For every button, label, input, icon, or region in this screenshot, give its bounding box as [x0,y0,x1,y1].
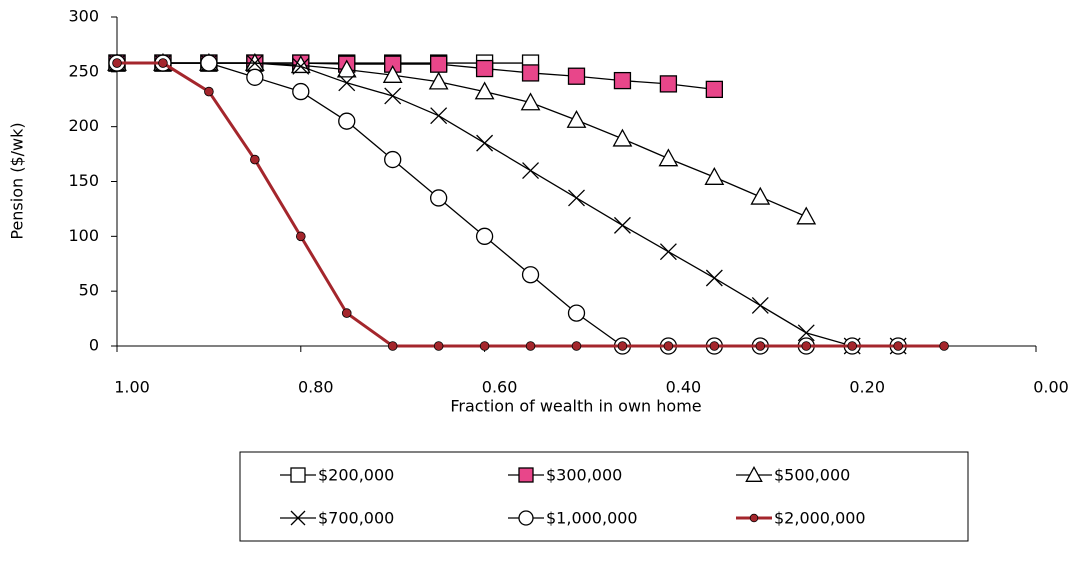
marker [475,227,494,245]
marker [429,189,448,207]
marker [382,64,403,83]
legend-label: $2,000,000 [774,509,866,528]
marker [659,75,678,93]
marker [246,54,264,72]
x-axis-title: Fraction of wealth in own home [450,397,701,416]
marker [567,67,586,85]
y-tick-label: 50 [79,281,99,300]
marker [246,68,264,86]
marker [796,206,817,225]
marker [336,59,357,78]
marker [663,341,674,351]
marker [613,216,631,234]
marker [520,92,541,111]
marker [430,107,448,125]
marker [704,166,725,185]
marker [612,128,633,147]
x-tick-label: 0.20 [849,378,885,397]
marker [204,86,214,97]
legend-marker [290,510,306,526]
marker [158,58,168,68]
marker [705,269,723,287]
marker [250,154,260,165]
marker [292,57,310,75]
marker [893,341,903,351]
x-tick-label: 0.60 [482,378,518,397]
marker [847,341,857,351]
marker [525,341,536,351]
marker [939,341,949,351]
legend-marker [518,510,534,526]
legend-label: $300,000 [546,466,622,485]
y-tick-label: 150 [68,171,99,190]
marker [338,74,356,92]
marker [295,231,306,242]
marker [475,59,494,78]
legend-marker [518,467,534,483]
marker [387,341,398,351]
marker [338,112,356,130]
marker [705,80,723,99]
y-axis-title: Pension ($/wk) [8,122,27,239]
marker [750,186,771,205]
marker [292,82,310,101]
y-tick-label: 300 [68,7,99,26]
marker [112,58,122,68]
marker [474,81,495,100]
marker [522,162,540,179]
legend-marker [745,465,763,482]
y-tick-label: 250 [68,61,99,80]
marker [568,189,585,207]
marker [384,150,402,169]
legend-marker [290,467,306,483]
marker [617,341,628,351]
marker [659,243,677,261]
marker [566,109,587,128]
legend-label: $700,000 [318,509,394,528]
marker [479,341,490,351]
marker [709,341,720,351]
series-line [117,62,807,218]
marker [571,341,582,351]
marker [341,308,352,318]
legend-box [239,451,969,542]
y-tick-label: 100 [68,226,99,245]
legend-label: $1,000,000 [546,509,638,528]
marker [755,341,766,351]
marker [428,71,449,90]
marker [384,87,402,105]
marker [751,296,769,314]
series-line [117,62,899,347]
x-tick-label: 0.80 [298,378,334,397]
x-tick-label: 0.00 [1033,378,1069,397]
marker [476,134,494,152]
y-tick-label: 200 [68,116,99,135]
marker [567,304,586,322]
legend-label: $200,000 [318,466,394,485]
marker [521,266,540,284]
marker [200,54,218,72]
marker [433,341,444,351]
marker [801,341,812,351]
marker [658,148,679,167]
y-tick-label: 0 [89,336,99,355]
x-tick-label: 1.00 [114,378,150,397]
marker [429,55,448,73]
marker [521,64,540,82]
x-tick-label: 0.40 [666,378,702,397]
legend-label: $500,000 [774,466,850,485]
series-line [117,62,899,347]
legend-marker [749,513,759,523]
marker [797,324,815,342]
marker [613,71,632,90]
